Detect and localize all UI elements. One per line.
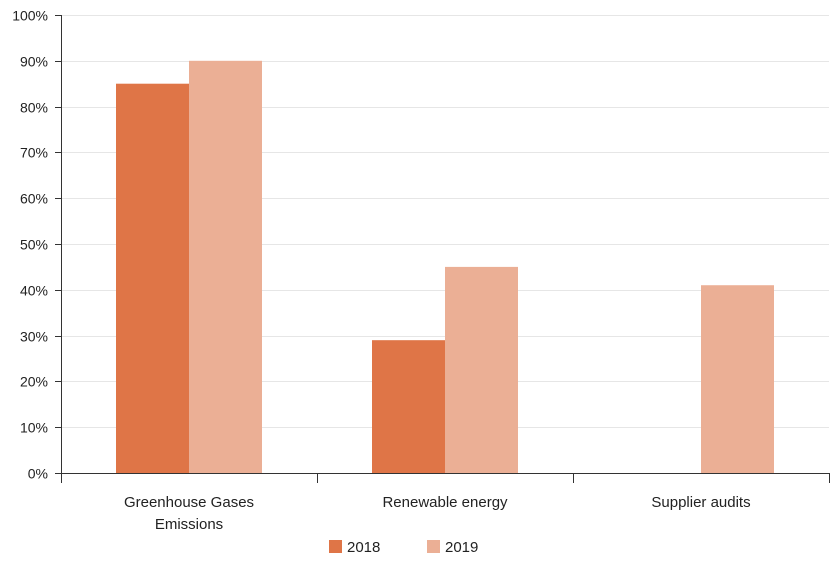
y-tick-label: 30% bbox=[20, 329, 48, 345]
legend-swatch-2019 bbox=[427, 540, 440, 553]
y-tick-label: 20% bbox=[20, 374, 48, 390]
y-tick-label: 70% bbox=[20, 145, 48, 161]
y-tick-label: 0% bbox=[28, 466, 48, 482]
y-tick-label: 10% bbox=[20, 420, 48, 436]
x-category-label: Greenhouse Gases bbox=[124, 494, 254, 511]
y-tick-label: 100% bbox=[12, 8, 48, 24]
x-category-label: Renewable energy bbox=[382, 494, 508, 511]
x-category-labels: Greenhouse Gases Emissions Renewable energ… bbox=[124, 494, 751, 533]
bar-2018 bbox=[116, 83, 189, 473]
x-category-label: Supplier audits bbox=[651, 494, 750, 511]
bar-2019 bbox=[445, 266, 518, 473]
legend-label-2019: 2019 bbox=[445, 539, 478, 556]
bar-2019 bbox=[189, 60, 262, 474]
y-tick-label: 50% bbox=[20, 237, 48, 253]
y-tick-label: 90% bbox=[20, 54, 48, 70]
legend-label-2018: 2018 bbox=[347, 539, 380, 556]
y-tick-label: 60% bbox=[20, 191, 48, 207]
bars bbox=[116, 60, 774, 474]
bar-2019 bbox=[701, 285, 774, 473]
legend-swatch-2018 bbox=[329, 540, 342, 553]
legend: 2018 2019 bbox=[329, 539, 478, 556]
axes bbox=[55, 15, 830, 483]
bar-2018 bbox=[372, 340, 445, 473]
y-tick-label: 80% bbox=[20, 100, 48, 116]
y-tick-labels: 0% 10% 20% 30% 40% 50% 60% 70% 80% 90% 100% bbox=[12, 8, 48, 482]
x-category-label: Emissions bbox=[155, 516, 223, 533]
y-tick-label: 40% bbox=[20, 283, 48, 299]
